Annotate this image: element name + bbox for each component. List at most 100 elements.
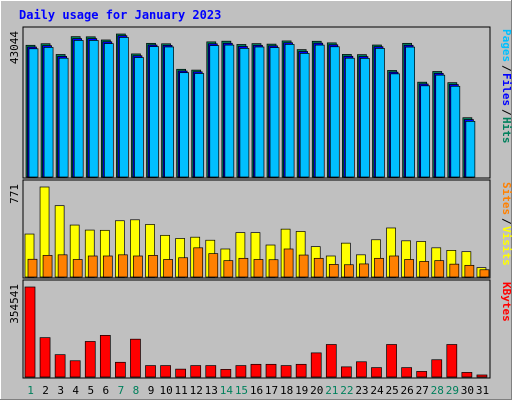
bar-kbytes-day-18 — [280, 365, 292, 378]
bar-sites-day-26 — [404, 259, 414, 278]
bar-kbytes-day-25 — [386, 344, 397, 378]
bar-pages-day-21 — [329, 46, 340, 178]
bar-pages-day-6 — [103, 43, 114, 178]
bar-sites-day-10 — [163, 259, 173, 278]
bar-kbytes-day-13 — [205, 365, 217, 378]
bar-sites-day-24 — [374, 257, 384, 278]
bar-pages-day-14 — [224, 44, 235, 178]
bar-sites-day-9 — [148, 255, 158, 278]
bar-kbytes-day-27 — [416, 371, 428, 378]
bar-kbytes-day-16 — [250, 363, 262, 378]
bar-kbytes-day-26 — [401, 367, 412, 378]
bar-sites-day-28 — [434, 260, 445, 278]
bar-kbytes-day-11 — [175, 368, 186, 378]
bar-sites-day-12 — [193, 247, 204, 278]
bar-sites-day-23 — [359, 263, 369, 278]
y-max-label-visits-sites: 771 — [8, 184, 21, 204]
bar-kbytes-day-29 — [446, 344, 458, 378]
bar-sites-day-3 — [57, 254, 68, 278]
bar-kbytes-day-31 — [476, 374, 488, 378]
x-tick-label: 12 — [190, 384, 203, 397]
bar-pages-day-30 — [465, 120, 476, 178]
bar-sites-day-5 — [87, 255, 98, 278]
bar-sites-day-13 — [208, 253, 219, 278]
bar-kbytes-day-6 — [99, 335, 111, 378]
bar-pages-day-22 — [345, 57, 355, 178]
bar-pages-day-18 — [284, 44, 295, 178]
legend-separator: / — [500, 109, 512, 116]
bar-sites-day-16 — [253, 259, 264, 278]
bar-kbytes-day-30 — [461, 372, 473, 378]
bar-pages-day-27 — [420, 85, 431, 178]
x-tick-label: 25 — [385, 384, 398, 397]
x-tick-label: 17 — [265, 384, 278, 397]
bar-kbytes-day-23 — [356, 361, 367, 378]
x-tick-label: 28 — [431, 384, 444, 397]
bar-kbytes-day-9 — [145, 365, 156, 378]
legend-sites: Sites — [500, 182, 512, 215]
bar-kbytes-day-12 — [190, 365, 202, 378]
x-tick-label: 26 — [401, 384, 414, 397]
x-tick-label: 13 — [205, 384, 218, 397]
bar-sites-day-29 — [449, 263, 460, 278]
bar-kbytes-day-24 — [371, 367, 382, 378]
bar-sites-day-20 — [313, 257, 324, 278]
x-tick-label: 11 — [175, 384, 188, 397]
x-tick-label: 7 — [118, 384, 125, 397]
bar-kbytes-day-15 — [235, 365, 247, 378]
legend-separator: / — [500, 218, 512, 225]
bar-kbytes-day-28 — [431, 359, 443, 378]
bar-sites-day-21 — [328, 264, 339, 278]
y-max-label-kbytes: 354541 — [8, 284, 21, 324]
bar-kbytes-day-21 — [325, 344, 337, 378]
x-tick-label: 1 — [27, 384, 34, 397]
bar-sites-day-11 — [178, 257, 188, 278]
bar-sites-day-6 — [102, 255, 113, 278]
legend-kbytes: KBytes — [500, 282, 512, 322]
bar-pages-day-25 — [390, 73, 400, 178]
bar-pages-day-17 — [269, 47, 280, 178]
bar-kbytes-day-14 — [220, 369, 232, 378]
bar-kbytes-day-22 — [341, 366, 352, 378]
x-tick-label: 16 — [250, 384, 263, 397]
bar-sites-day-31 — [479, 269, 490, 278]
bar-pages-day-28 — [435, 74, 446, 178]
bar-kbytes-day-2 — [39, 337, 51, 378]
bar-pages-day-1 — [28, 48, 39, 178]
bar-pages-day-11 — [179, 72, 189, 178]
bar-sites-day-4 — [72, 259, 83, 278]
bar-pages-day-9 — [149, 46, 159, 178]
bar-sites-day-2 — [42, 255, 53, 278]
bar-pages-day-4 — [73, 40, 84, 178]
x-tick-label: 23 — [355, 384, 368, 397]
bar-pages-day-5 — [88, 40, 99, 178]
x-tick-label: 30 — [461, 384, 474, 397]
bar-kbytes-day-4 — [69, 360, 81, 378]
bar-pages-day-24 — [375, 48, 385, 178]
bar-kbytes-day-8 — [130, 338, 141, 378]
bar-pages-day-3 — [58, 57, 69, 178]
bar-pages-day-2 — [43, 47, 54, 178]
legend-files: Files — [500, 73, 512, 106]
x-tick-label: 27 — [416, 384, 429, 397]
bar-kbytes-day-20 — [310, 352, 322, 378]
legend-pages: Pages — [500, 29, 512, 62]
bar-pages-day-8 — [134, 57, 144, 178]
bar-kbytes-day-19 — [295, 363, 307, 378]
x-tick-label: 10 — [159, 384, 172, 397]
bar-pages-day-29 — [450, 85, 461, 178]
legend-separator: / — [500, 65, 512, 72]
bar-pages-day-13 — [209, 45, 220, 178]
bar-kbytes-day-7 — [115, 361, 126, 378]
bar-sites-day-18 — [283, 248, 294, 278]
bar-sites-day-19 — [298, 254, 309, 278]
x-tick-label: 15 — [235, 384, 248, 397]
x-tick-label: 6 — [103, 384, 110, 397]
legend-hits: Hits — [500, 117, 512, 144]
bar-sites-day-7 — [118, 254, 128, 278]
x-tick-label: 24 — [370, 384, 384, 397]
bar-kbytes-day-3 — [54, 354, 66, 378]
bar-sites-day-1 — [27, 258, 38, 278]
bar-sites-day-8 — [133, 255, 143, 278]
